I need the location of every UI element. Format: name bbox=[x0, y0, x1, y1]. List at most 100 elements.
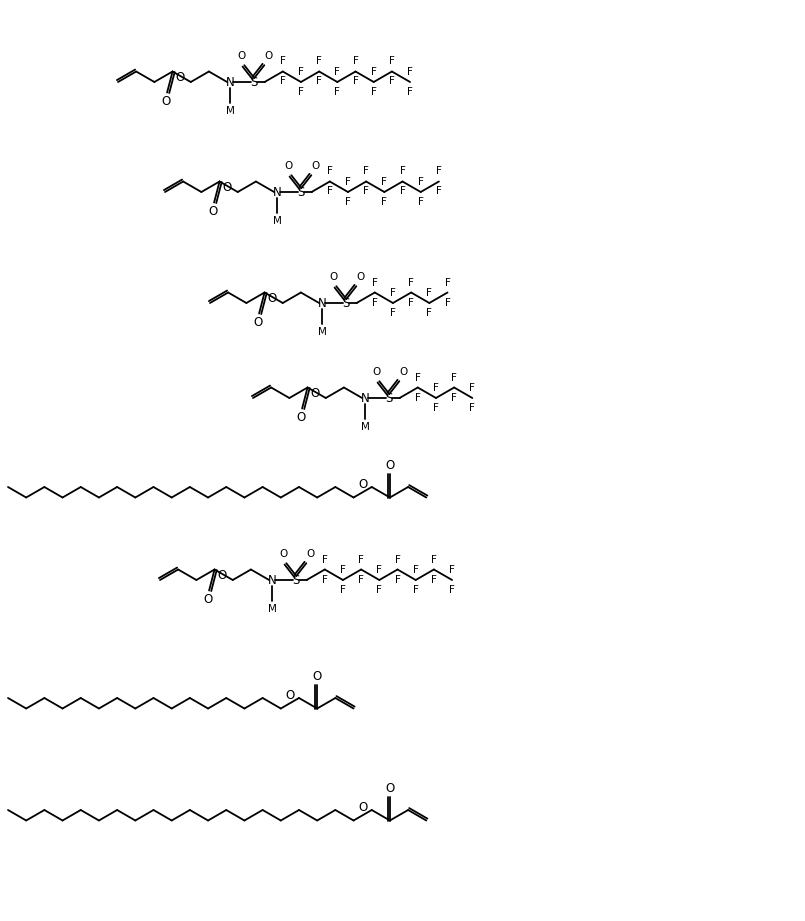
Text: F: F bbox=[399, 186, 406, 196]
Text: O: O bbox=[358, 478, 367, 491]
Text: O: O bbox=[217, 569, 227, 582]
Text: S: S bbox=[298, 185, 305, 199]
Text: O: O bbox=[358, 800, 367, 814]
Text: M: M bbox=[225, 106, 234, 116]
Text: F: F bbox=[399, 167, 406, 177]
Text: O: O bbox=[296, 411, 306, 424]
Text: F: F bbox=[408, 297, 414, 308]
Text: F: F bbox=[371, 67, 377, 77]
Text: O: O bbox=[208, 205, 217, 218]
Text: F: F bbox=[372, 277, 378, 287]
Text: O: O bbox=[284, 161, 292, 171]
Text: F: F bbox=[436, 167, 442, 177]
Text: F: F bbox=[322, 575, 328, 585]
Text: F: F bbox=[382, 197, 387, 207]
Text: F: F bbox=[340, 585, 346, 595]
Text: N: N bbox=[361, 391, 369, 404]
Text: F: F bbox=[358, 554, 364, 565]
Text: F: F bbox=[327, 167, 332, 177]
Text: F: F bbox=[389, 76, 394, 87]
Text: F: F bbox=[469, 403, 475, 413]
Text: S: S bbox=[250, 76, 258, 88]
Text: F: F bbox=[377, 585, 382, 595]
Text: F: F bbox=[298, 87, 304, 97]
Text: F: F bbox=[390, 308, 396, 318]
Text: F: F bbox=[418, 197, 423, 207]
Text: F: F bbox=[363, 186, 369, 196]
Text: O: O bbox=[386, 782, 394, 795]
Text: F: F bbox=[449, 585, 455, 595]
Text: F: F bbox=[431, 554, 437, 565]
Text: F: F bbox=[390, 288, 396, 298]
Text: O: O bbox=[311, 388, 320, 401]
Text: F: F bbox=[382, 177, 387, 187]
Text: S: S bbox=[386, 391, 393, 404]
Text: O: O bbox=[175, 71, 185, 85]
Text: N: N bbox=[273, 185, 282, 199]
Text: M: M bbox=[273, 216, 282, 226]
Text: F: F bbox=[334, 87, 341, 97]
Text: O: O bbox=[386, 459, 394, 472]
Text: F: F bbox=[322, 554, 328, 565]
Text: O: O bbox=[329, 273, 337, 282]
Text: O: O bbox=[399, 367, 407, 378]
Text: S: S bbox=[293, 574, 300, 587]
Text: N: N bbox=[225, 76, 234, 88]
Text: O: O bbox=[285, 689, 295, 702]
Text: F: F bbox=[469, 383, 475, 393]
Text: S: S bbox=[343, 297, 350, 309]
Text: F: F bbox=[298, 67, 304, 77]
Text: F: F bbox=[280, 56, 286, 66]
Text: F: F bbox=[345, 177, 351, 187]
Text: F: F bbox=[316, 56, 322, 66]
Text: F: F bbox=[334, 67, 341, 77]
Text: O: O bbox=[356, 273, 365, 282]
Text: O: O bbox=[306, 549, 315, 559]
Text: F: F bbox=[436, 186, 442, 196]
Text: F: F bbox=[451, 372, 457, 382]
Text: F: F bbox=[316, 76, 322, 87]
Text: N: N bbox=[268, 574, 276, 587]
Text: O: O bbox=[267, 292, 277, 305]
Text: F: F bbox=[327, 186, 332, 196]
Text: F: F bbox=[433, 403, 439, 413]
Text: O: O bbox=[162, 95, 171, 108]
Text: O: O bbox=[254, 316, 262, 329]
Text: F: F bbox=[415, 372, 421, 382]
Text: F: F bbox=[353, 76, 358, 87]
Text: F: F bbox=[358, 575, 364, 585]
Text: M: M bbox=[268, 604, 277, 614]
Text: F: F bbox=[418, 177, 423, 187]
Text: F: F bbox=[413, 565, 419, 575]
Text: F: F bbox=[444, 297, 451, 308]
Text: O: O bbox=[372, 367, 381, 378]
Text: F: F bbox=[415, 392, 421, 402]
Text: F: F bbox=[363, 167, 369, 177]
Text: F: F bbox=[427, 288, 432, 298]
Text: F: F bbox=[377, 565, 382, 575]
Text: F: F bbox=[345, 197, 351, 207]
Text: O: O bbox=[279, 549, 287, 559]
Text: F: F bbox=[394, 554, 400, 565]
Text: O: O bbox=[237, 52, 246, 61]
Text: F: F bbox=[413, 585, 419, 595]
Text: F: F bbox=[408, 277, 414, 287]
Text: F: F bbox=[372, 297, 378, 308]
Text: F: F bbox=[340, 565, 346, 575]
Text: F: F bbox=[353, 56, 358, 66]
Text: O: O bbox=[312, 161, 320, 171]
Text: F: F bbox=[280, 76, 286, 87]
Text: F: F bbox=[433, 383, 439, 393]
Text: F: F bbox=[407, 87, 413, 97]
Text: O: O bbox=[204, 593, 213, 606]
Text: O: O bbox=[222, 181, 232, 194]
Text: F: F bbox=[371, 87, 377, 97]
Text: M: M bbox=[361, 422, 369, 432]
Text: O: O bbox=[264, 52, 272, 61]
Text: N: N bbox=[318, 297, 327, 309]
Text: F: F bbox=[444, 277, 451, 287]
Text: F: F bbox=[449, 565, 455, 575]
Text: F: F bbox=[407, 67, 413, 77]
Text: F: F bbox=[427, 308, 432, 318]
Text: M: M bbox=[318, 327, 327, 337]
